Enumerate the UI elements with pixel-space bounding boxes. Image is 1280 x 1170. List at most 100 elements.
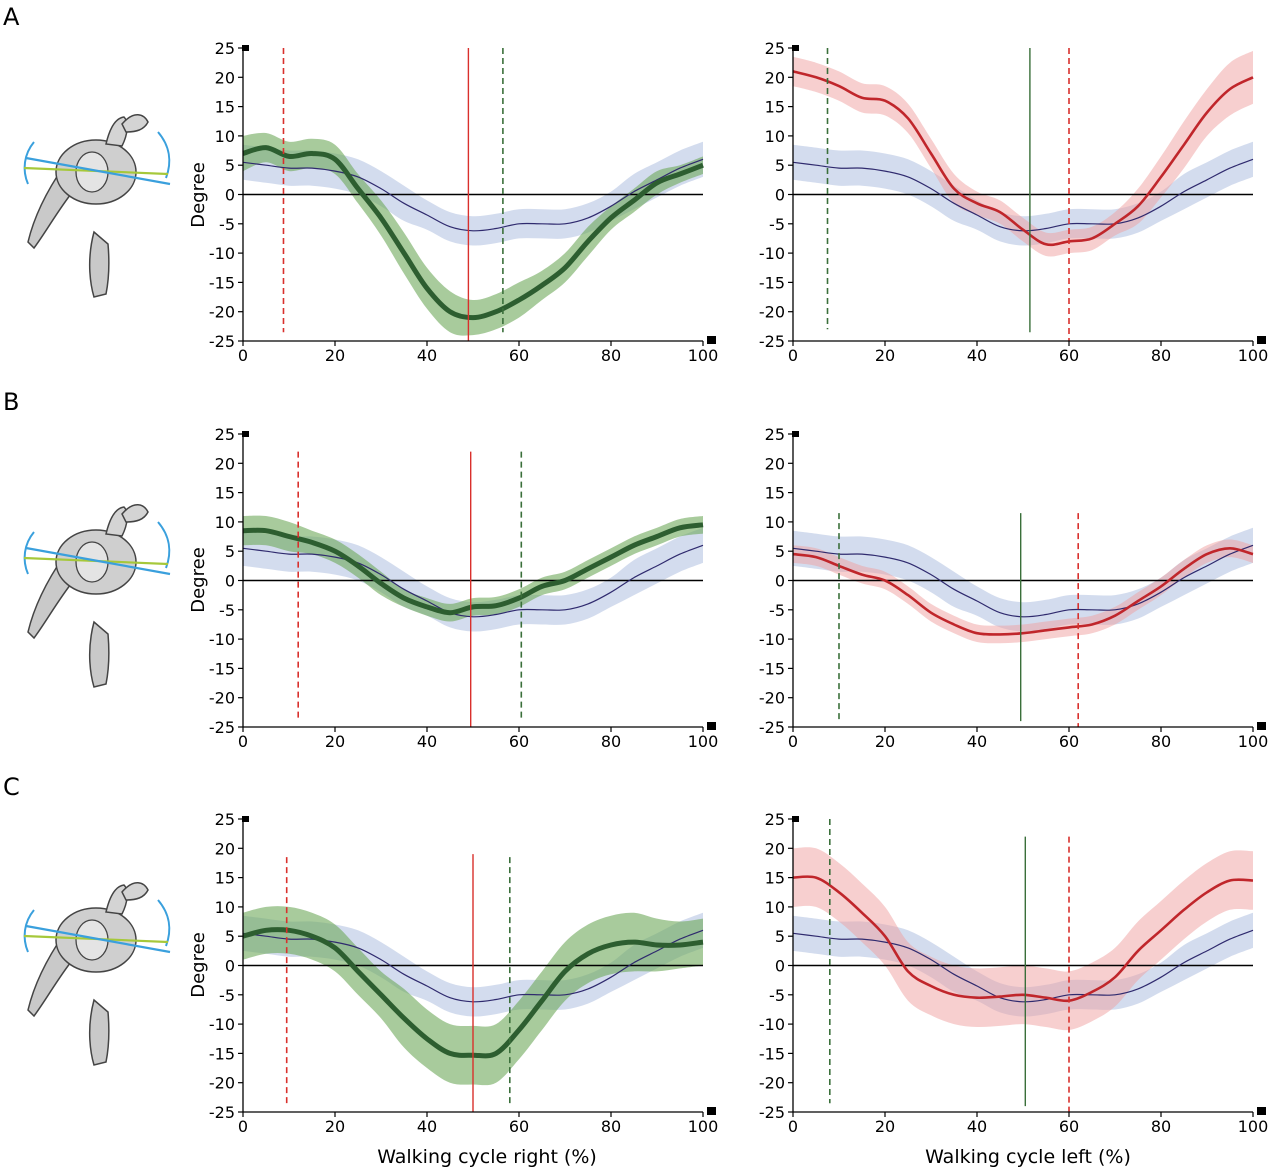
b-left-y-tick-label: -5 xyxy=(769,601,785,620)
b-left-y-tick-label: 0 xyxy=(775,572,785,591)
a-right-x-tick-label: 40 xyxy=(417,346,437,365)
a-left-x-tick-label: 80 xyxy=(1151,346,1171,365)
a-left-y-tick-label: 25 xyxy=(765,39,785,58)
c-right-y-tick-label: 20 xyxy=(215,839,235,858)
panel-label-c: C xyxy=(3,773,20,801)
c-left-y-tick-label: -25 xyxy=(759,1103,785,1122)
a-left-y-axis-end-marker xyxy=(792,45,799,51)
b-left-normal-line xyxy=(792,544,1254,618)
a-left-y-tick-label: -15 xyxy=(759,273,785,292)
a-right-y-tick-label: -25 xyxy=(209,332,235,351)
c-left-patient-line xyxy=(792,875,1254,1003)
a-right-y-tick-label: -5 xyxy=(219,215,235,234)
c-left-y-tick-label: 10 xyxy=(765,898,785,917)
a-right-x-tick-label: 100 xyxy=(688,346,719,365)
b-right-y-tick-label: -15 xyxy=(209,659,235,678)
a-left-y-tick-label: 15 xyxy=(765,98,785,117)
b-left-x-tick-label: 80 xyxy=(1151,732,1171,751)
c-right-y-tick-label: 10 xyxy=(215,898,235,917)
b-left-y-tick-label: -25 xyxy=(759,718,785,737)
b-right-x-tick-label: 20 xyxy=(325,732,345,751)
a-left-x-tick-label: 20 xyxy=(875,346,895,365)
c-left-y-tick-label: 5 xyxy=(775,927,785,946)
pelvis-illustration-c xyxy=(22,881,172,1067)
a-left-y-tick-label: -20 xyxy=(759,303,785,322)
a-right-y-tick-label: 10 xyxy=(215,127,235,146)
b-right-x-tick-label: 40 xyxy=(417,732,437,751)
b-left-y-tick-label: -10 xyxy=(759,630,785,649)
c-right-y-tick-label: -10 xyxy=(209,1015,235,1034)
a-right-x-tick-label: 0 xyxy=(238,346,248,365)
b-left-patient-band xyxy=(793,539,1253,644)
b-left-x-tick-label: 20 xyxy=(875,732,895,751)
c-left-y-tick-label: -15 xyxy=(759,1044,785,1063)
pelvis-illustration-a xyxy=(22,113,172,299)
a-right-y-tick-label: 20 xyxy=(215,68,235,87)
c-right-y-tick-label: 25 xyxy=(215,810,235,829)
b-left-y-tick-label: 25 xyxy=(765,425,785,444)
b-left-x-tick-label: 100 xyxy=(1238,732,1269,751)
a-right-y-tick-label: -10 xyxy=(209,244,235,263)
b-right-normal-line xyxy=(242,544,704,618)
a-right-y-tick-label: 25 xyxy=(215,39,235,58)
b-right-y-tick-label: 5 xyxy=(225,542,235,561)
b-left-x-axis-end-marker xyxy=(1257,722,1266,730)
b-left-y-tick-label: 20 xyxy=(765,454,785,473)
b-right-y-tick-label: -10 xyxy=(209,630,235,649)
c-right-y-tick-label: 0 xyxy=(225,957,235,976)
c-right-x-axis-end-marker xyxy=(707,1107,716,1115)
a-left-y-tick-label: 10 xyxy=(765,127,785,146)
c-left-y-tick-label: 15 xyxy=(765,869,785,888)
c-right-x-tick-label: 80 xyxy=(601,1117,621,1136)
c-left-y-tick-label: 25 xyxy=(765,810,785,829)
a-right-y-tick-label: -20 xyxy=(209,303,235,322)
a-left-y-tick-label: -25 xyxy=(759,332,785,351)
c-left-normal-band xyxy=(793,912,1253,1017)
b-right-y-tick-label: 20 xyxy=(215,454,235,473)
c-left-x-tick-label: 100 xyxy=(1238,1117,1269,1136)
b-right-y-tick-label: 10 xyxy=(215,513,235,532)
c-right-y-tick-label: -15 xyxy=(209,1044,235,1063)
c-right-y-tick-label: -20 xyxy=(209,1074,235,1093)
c-left-y-tick-label: -20 xyxy=(759,1074,785,1093)
a-right-y-tick-label: -15 xyxy=(209,273,235,292)
a-left-y-tick-label: -10 xyxy=(759,244,785,263)
c-right-patient-band xyxy=(243,906,703,1086)
c-right-x-tick-label: 60 xyxy=(509,1117,529,1136)
panel-label-a: A xyxy=(3,3,20,31)
b-right-y-tick-label: 25 xyxy=(215,425,235,444)
c-left-y-tick-label: 0 xyxy=(775,957,785,976)
a-right-normal-line xyxy=(242,158,704,232)
a-right-y-tick-label: 0 xyxy=(225,186,235,205)
a-right-x-axis-end-marker xyxy=(707,336,716,344)
c-right-normal-band xyxy=(243,912,703,1017)
a-right-y-tick-label: 5 xyxy=(225,156,235,175)
b-left-y-axis-end-marker xyxy=(792,431,799,437)
c-left-x-tick-label: 40 xyxy=(967,1117,987,1136)
c-right-x-tick-label: 20 xyxy=(325,1117,345,1136)
b-right-x-tick-label: 0 xyxy=(238,732,248,751)
b-left-x-tick-label: 0 xyxy=(788,732,798,751)
c-right-y-tick-label: -5 xyxy=(219,986,235,1005)
b-right-x-axis-end-marker xyxy=(707,722,716,730)
b-right-patient-line xyxy=(242,522,704,616)
a-left-x-tick-label: 40 xyxy=(967,346,987,365)
a-right-normal-band xyxy=(243,141,703,246)
a-left-patient-line xyxy=(792,70,1254,247)
c-left-x-tick-label: 60 xyxy=(1059,1117,1079,1136)
c-left-patient-band xyxy=(793,847,1253,1031)
a-right-x-tick-label: 80 xyxy=(601,346,621,365)
b-right-patient-band xyxy=(243,515,703,622)
c-left-y-axis-end-marker xyxy=(792,816,799,822)
c-left-x-tick-label: 80 xyxy=(1151,1117,1171,1136)
a-left-x-axis-end-marker xyxy=(1257,336,1266,344)
a-left-y-tick-label: 5 xyxy=(775,156,785,175)
x-axis-label-left: Walking cycle left (%) xyxy=(925,1146,1131,1168)
c-left-y-tick-label: -10 xyxy=(759,1015,785,1034)
